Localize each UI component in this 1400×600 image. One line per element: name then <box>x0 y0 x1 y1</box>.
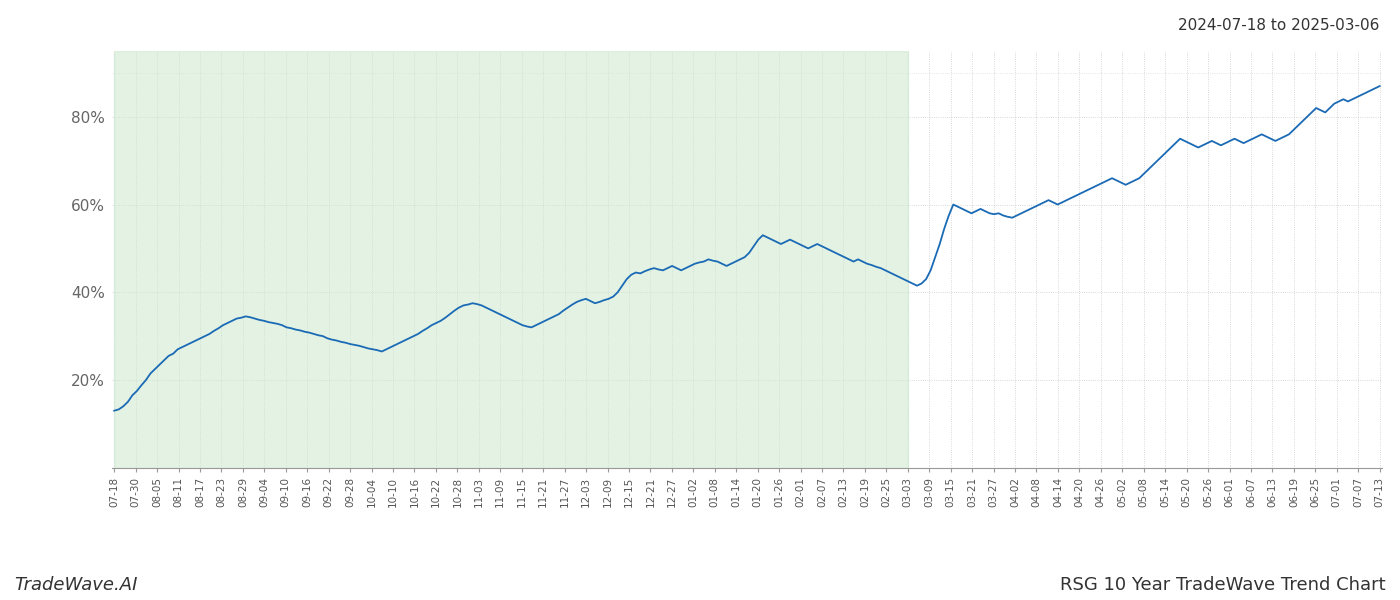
Text: 2024-07-18 to 2025-03-06: 2024-07-18 to 2025-03-06 <box>1177 18 1379 33</box>
Text: TradeWave.AI: TradeWave.AI <box>14 576 137 594</box>
Text: RSG 10 Year TradeWave Trend Chart: RSG 10 Year TradeWave Trend Chart <box>1060 576 1386 594</box>
Bar <box>115 51 907 468</box>
